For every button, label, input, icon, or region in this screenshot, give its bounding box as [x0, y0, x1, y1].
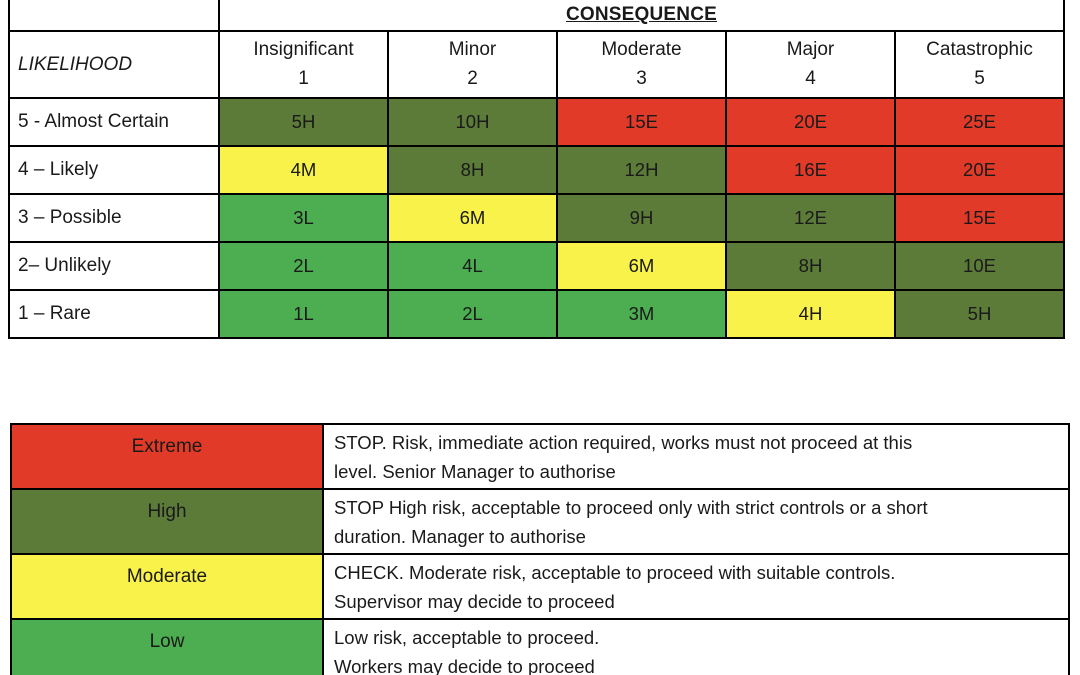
matrix-cell: 6M	[387, 193, 558, 243]
legend-description-line: CHECK. Moderate risk, acceptable to proc…	[334, 562, 896, 583]
matrix-cell: 8H	[725, 241, 896, 291]
legend-description-extreme: STOP. Risk, immediate action required, w…	[322, 423, 1070, 490]
matrix-cell: 1L	[218, 289, 389, 339]
col-header-number: 1	[298, 67, 309, 89]
matrix-cell: 4M	[218, 145, 389, 195]
matrix-cell: 5H	[894, 289, 1065, 339]
col-header-number: 2	[467, 67, 478, 89]
legend-description-moderate: CHECK. Moderate risk, acceptable to proc…	[322, 553, 1070, 620]
matrix-row-likely: 4 – Likely 4M 8H 12H 16E 20E	[8, 145, 1065, 195]
consequence-header-cell: CONSEQUENCE	[218, 0, 1065, 32]
col-header-minor: Minor 2	[387, 30, 558, 99]
col-header-number: 3	[636, 67, 647, 89]
matrix-cell: 9H	[556, 193, 727, 243]
matrix-cell: 4H	[725, 289, 896, 339]
legend-label-extreme: Extreme	[10, 423, 324, 490]
legend-label-moderate: Moderate	[10, 553, 324, 620]
matrix-cell: 8H	[387, 145, 558, 195]
matrix-cell: 15E	[556, 97, 727, 147]
matrix-cell: 3M	[556, 289, 727, 339]
matrix-cell: 20E	[894, 145, 1065, 195]
matrix-cell: 16E	[725, 145, 896, 195]
col-header-number: 4	[805, 67, 816, 89]
legend-description-line: Workers may decide to proceed	[334, 656, 595, 675]
legend-description-line: duration. Manager to authorise	[334, 526, 586, 547]
corner-cell	[8, 0, 220, 32]
row-label: 5 - Almost Certain	[8, 97, 220, 147]
col-header-major: Major 4	[725, 30, 896, 99]
row-label: 2– Unlikely	[8, 241, 220, 291]
matrix-row-almost-certain: 5 - Almost Certain 5H 10H 15E 20E 25E	[8, 97, 1065, 147]
col-header-label: Insignificant	[253, 39, 354, 60]
col-header-number: 5	[974, 67, 985, 89]
legend-label-low: Low	[10, 618, 324, 675]
matrix-cell: 10H	[387, 97, 558, 147]
col-header-insignificant: Insignificant 1	[218, 30, 389, 99]
column-header-row: LIKELIHOOD Insignificant 1 Minor 2 Moder…	[8, 30, 1065, 99]
legend-description-low: Low risk, acceptable to proceed. Workers…	[322, 618, 1070, 675]
consequence-header-row: CONSEQUENCE	[8, 0, 1065, 32]
row-label: 3 – Possible	[8, 193, 220, 243]
legend-row-low: Low Low risk, acceptable to proceed. Wor…	[10, 618, 1070, 675]
legend-label-high: High	[10, 488, 324, 555]
legend-description-line: Supervisor may decide to proceed	[334, 591, 615, 612]
matrix-cell: 15E	[894, 193, 1065, 243]
col-header-moderate: Moderate 3	[556, 30, 727, 99]
col-header-label: Moderate	[601, 39, 682, 60]
matrix-cell: 10E	[894, 241, 1065, 291]
col-header-label: Catastrophic	[926, 39, 1033, 60]
row-label: 4 – Likely	[8, 145, 220, 195]
matrix-cell: 5H	[218, 97, 389, 147]
matrix-cell: 12H	[556, 145, 727, 195]
likelihood-header-label: LIKELIHOOD	[8, 30, 220, 99]
row-label: 1 – Rare	[8, 289, 220, 339]
matrix-cell: 2L	[387, 289, 558, 339]
consequence-header-label: CONSEQUENCE	[565, 3, 718, 25]
col-header-catastrophic: Catastrophic 5	[894, 30, 1065, 99]
matrix-row-unlikely: 2– Unlikely 2L 4L 6M 8H 10E	[8, 241, 1065, 291]
matrix-row-rare: 1 – Rare 1L 2L 3M 4H 5H	[8, 289, 1065, 339]
legend-description-line: Low risk, acceptable to proceed.	[334, 627, 600, 648]
matrix-row-possible: 3 – Possible 3L 6M 9H 12E 15E	[8, 193, 1065, 243]
matrix-cell: 25E	[894, 97, 1065, 147]
legend-row-extreme: Extreme STOP. Risk, immediate action req…	[10, 423, 1070, 490]
legend-description-line: STOP. Risk, immediate action required, w…	[334, 432, 913, 453]
col-header-label: Minor	[448, 39, 497, 60]
risk-legend-table: Extreme STOP. Risk, immediate action req…	[10, 423, 1070, 675]
legend-description-line: level. Senior Manager to authorise	[334, 461, 616, 482]
matrix-cell: 6M	[556, 241, 727, 291]
matrix-cell: 4L	[387, 241, 558, 291]
risk-matrix-table: CONSEQUENCE LIKELIHOOD Insignificant 1 M…	[8, 0, 1065, 339]
matrix-cell: 2L	[218, 241, 389, 291]
matrix-cell: 20E	[725, 97, 896, 147]
matrix-cell: 3L	[218, 193, 389, 243]
matrix-cell: 12E	[725, 193, 896, 243]
legend-description-high: STOP High risk, acceptable to proceed on…	[322, 488, 1070, 555]
legend-row-high: High STOP High risk, acceptable to proce…	[10, 488, 1070, 555]
legend-row-moderate: Moderate CHECK. Moderate risk, acceptabl…	[10, 553, 1070, 620]
col-header-label: Major	[786, 39, 835, 60]
legend-description-line: STOP High risk, acceptable to proceed on…	[334, 497, 928, 518]
